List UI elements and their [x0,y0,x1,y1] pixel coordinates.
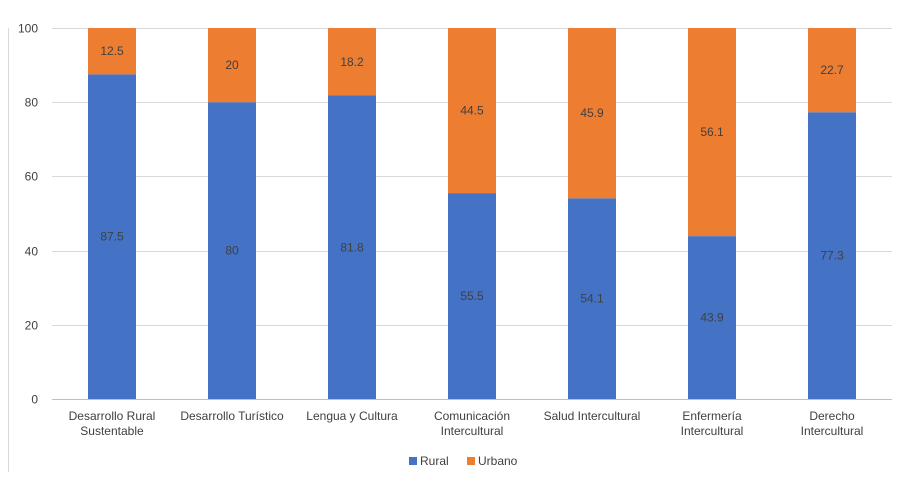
bar-urbano [328,28,376,96]
y-tick-label: 20 [25,319,39,333]
bar-rural [328,95,376,399]
bar-urbano [568,28,616,199]
bar-rural [568,198,616,399]
category-label: Lengua y Cultura [306,409,398,423]
legend-swatch-rural [409,457,417,465]
data-labels: 87.5 12.5 80 20 81.8 18.2 55.5 44.5 54.1 45.9 43.9… [100,44,844,324]
data-label-urbano: 22.7 [820,63,844,77]
bar-rural [688,236,736,399]
data-label-rural: 77.3 [820,249,844,263]
bar-urbano [208,28,256,103]
y-tick-label: 80 [25,96,39,110]
data-label-rural: 55.5 [460,289,484,303]
data-label-rural: 80 [225,244,239,258]
data-label-rural: 87.5 [100,230,124,244]
bar-urbano [688,28,736,237]
category-label: Comunicación [434,409,510,423]
data-label-rural: 43.9 [700,311,724,325]
category-label: Desarrollo Turístico [180,409,284,423]
data-label-urbano: 18.2 [340,55,364,69]
legend-label-urbano: Urbano [478,454,518,468]
category-label: Sustentable [80,424,144,438]
bar-urbano [808,28,856,113]
bar-rural [88,74,136,399]
category-label: Enfermería [682,409,742,423]
category-label: Derecho [809,409,855,423]
category-label: Desarrollo Rural [69,409,156,423]
bar-urbano [88,28,136,75]
bars [88,28,856,399]
y-tick-label: 40 [25,245,39,259]
data-label-rural: 81.8 [340,240,364,254]
bar-rural [808,112,856,399]
legend-swatch-urbano [467,457,475,465]
y-axis-ticks: 0 20 40 60 80 100 [18,22,38,407]
bar-rural [208,102,256,399]
category-label: Intercultural [441,424,504,438]
bar-rural [448,193,496,399]
legend: Rural Urbano [409,454,518,468]
category-label: Intercultural [681,424,744,438]
y-tick-label: 100 [18,22,38,36]
legend-label-rural: Rural [420,454,449,468]
data-label-urbano: 20 [225,58,239,72]
category-label: Salud Intercultural [544,409,641,423]
data-label-urbano: 56.1 [700,125,724,139]
data-label-rural: 54.1 [580,292,604,306]
y-tick-label: 60 [25,170,39,184]
category-label: Intercultural [801,424,864,438]
data-label-urbano: 12.5 [100,44,124,58]
y-tick-label: 0 [31,393,38,407]
bar-urbano [448,28,496,194]
data-label-urbano: 45.9 [580,106,604,120]
data-label-urbano: 44.5 [460,104,484,118]
